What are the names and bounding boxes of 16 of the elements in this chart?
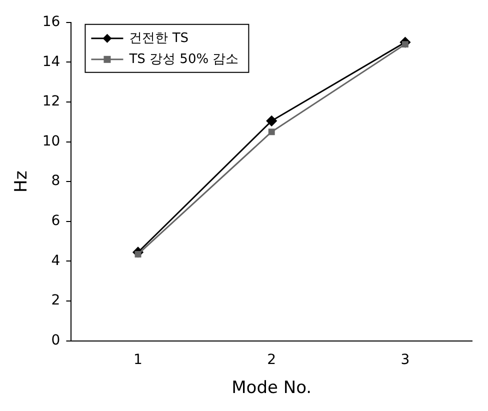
y-tick-label: 10 <box>42 133 60 150</box>
x-tick-label: 3 <box>400 352 410 368</box>
y-tick-label: 12 <box>42 94 60 110</box>
y-tick-label: 8 <box>51 173 60 190</box>
legend-label: TS 강성 50% 감소 <box>128 52 239 67</box>
y-tick-label: 4 <box>51 252 60 269</box>
y-axis-title: Hz <box>12 170 32 192</box>
y-tick-label: 6 <box>51 213 60 230</box>
y-tick-label: 2 <box>51 292 60 309</box>
y-tick-label: 16 <box>42 14 60 30</box>
x-tick-label: 2 <box>267 352 276 368</box>
x-tick-label: 1 <box>134 352 142 368</box>
legend-label: 건전한 TS <box>129 30 189 46</box>
y-tick-label: 14 <box>42 54 60 70</box>
x-axis-title: Mode No. <box>232 378 312 398</box>
y-tick-label: 0 <box>51 332 60 348</box>
